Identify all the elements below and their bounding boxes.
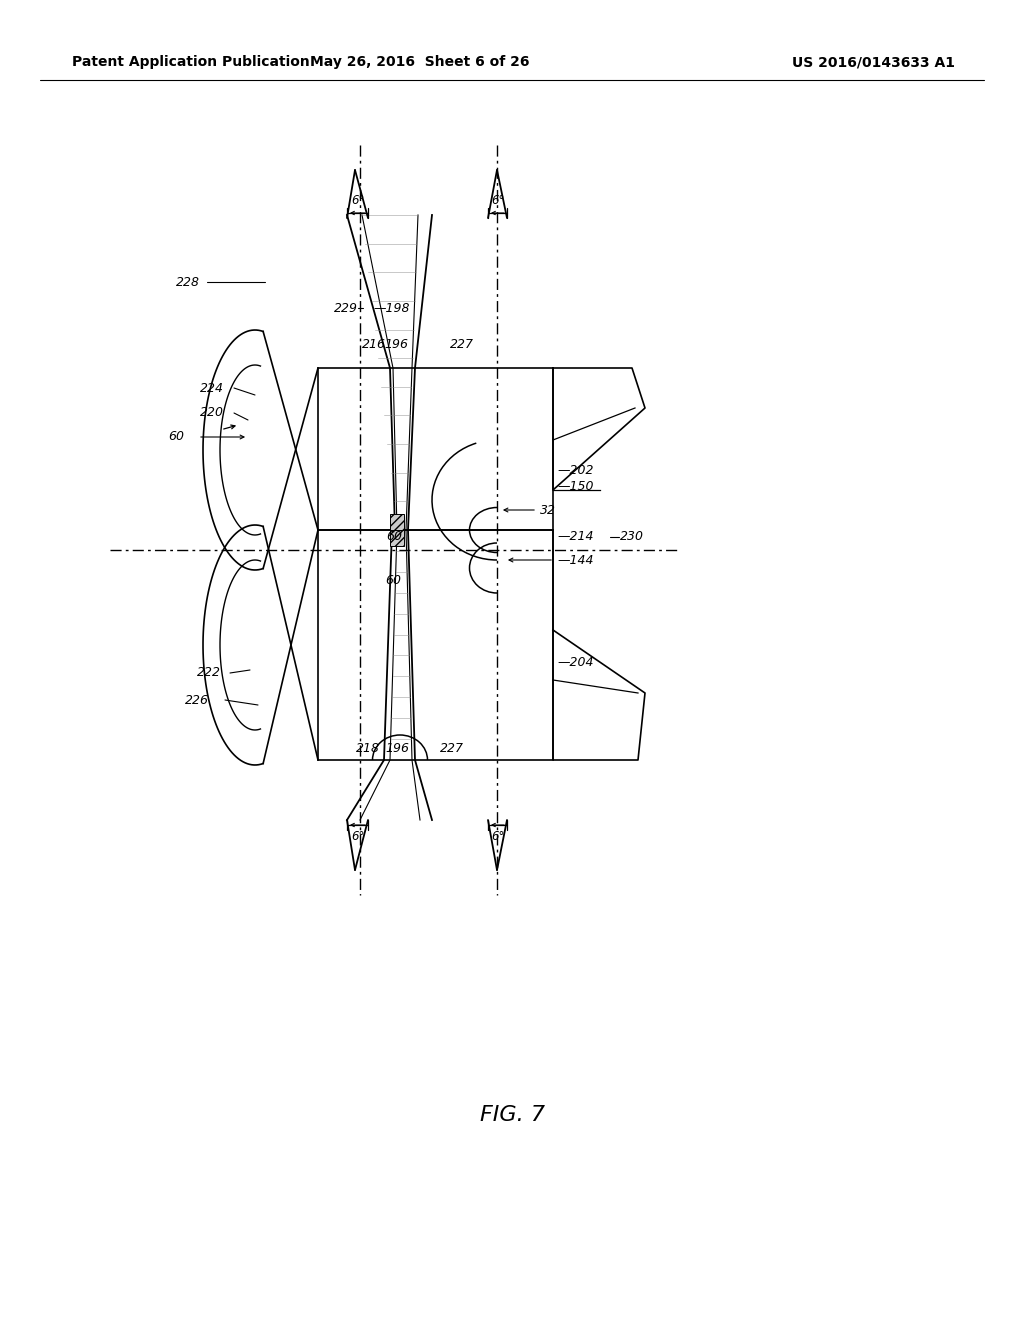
- Text: —198: —198: [373, 301, 410, 314]
- Text: 6°: 6°: [490, 830, 504, 843]
- Text: 60: 60: [168, 430, 184, 444]
- Text: 227: 227: [440, 742, 464, 755]
- Text: —144: —144: [557, 553, 594, 566]
- Bar: [318, 368, 553, 531]
- Text: 60: 60: [386, 531, 402, 544]
- Bar: [390, 531, 404, 546]
- Text: 216: 216: [362, 338, 386, 351]
- Text: 230: 230: [620, 531, 644, 544]
- Text: 229: 229: [334, 301, 358, 314]
- Text: 228: 228: [176, 276, 200, 289]
- Text: 196: 196: [385, 742, 409, 755]
- Text: 60: 60: [385, 573, 401, 586]
- Text: 32: 32: [540, 503, 556, 516]
- Text: US 2016/0143633 A1: US 2016/0143633 A1: [792, 55, 955, 69]
- Text: 6°: 6°: [490, 194, 504, 207]
- Text: 218: 218: [356, 742, 380, 755]
- Text: 6°: 6°: [351, 194, 365, 207]
- Text: —214: —214: [557, 531, 594, 544]
- Bar: [390, 513, 404, 531]
- Text: 6°: 6°: [351, 830, 365, 843]
- Text: 220: 220: [200, 407, 224, 420]
- Text: 226: 226: [185, 693, 209, 706]
- Text: FIG. 7: FIG. 7: [479, 1105, 545, 1125]
- Text: 224: 224: [200, 381, 224, 395]
- Text: Patent Application Publication: Patent Application Publication: [72, 55, 309, 69]
- Text: May 26, 2016  Sheet 6 of 26: May 26, 2016 Sheet 6 of 26: [310, 55, 529, 69]
- Text: —204: —204: [557, 656, 594, 669]
- Text: 222: 222: [197, 667, 221, 680]
- Text: 196: 196: [384, 338, 408, 351]
- Text: 227: 227: [450, 338, 474, 351]
- Bar: [318, 531, 553, 760]
- Text: —202: —202: [557, 463, 594, 477]
- Text: —150: —150: [557, 480, 594, 494]
